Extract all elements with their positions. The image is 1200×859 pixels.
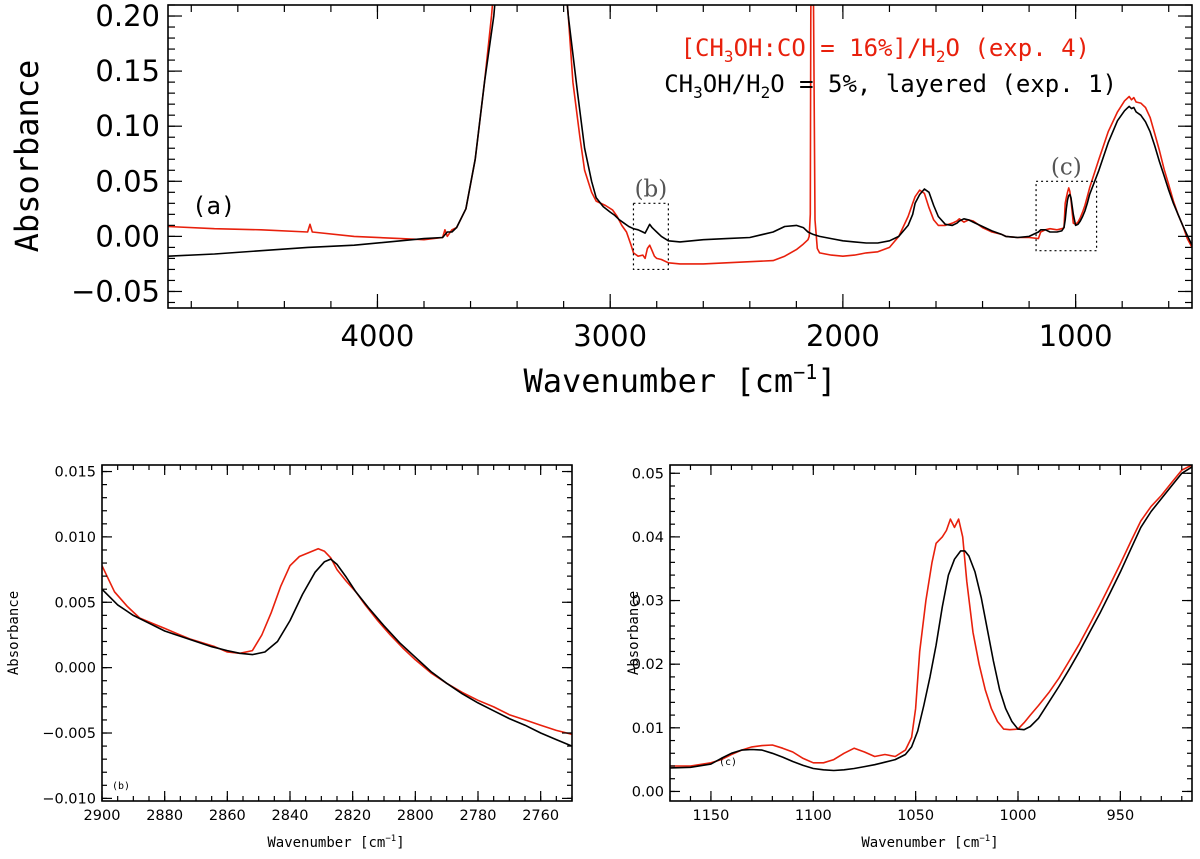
y-tick-label: 0.20 — [95, 0, 160, 33]
panel-a-xlabel: Wavenumber [cm−1] — [523, 360, 836, 400]
panel-b-series — [102, 547, 572, 747]
panel-c-xlabel: Wavenumber [cm−1] — [861, 834, 998, 851]
x-tick-label: 1050 — [897, 808, 934, 824]
y-tick-label: 0.005 — [54, 595, 96, 611]
panel-b: 2900 2880 2860 2840 2820 2800 2780 2760 −0.010 −0… — [6, 464, 573, 851]
panel-b-ylabel: Absorbance — [6, 591, 22, 675]
y-tick-label: 0.01 — [632, 721, 664, 737]
panel-a-axes: 4000 3000 2000 1000 −0.05 0.00 0.05 0.10 0.15 0.2… — [71, 0, 1192, 353]
panel-a-series — [168, 5, 1192, 265]
y-tick-label: 0.010 — [54, 530, 96, 546]
x-tick-label: 4000 — [341, 319, 415, 353]
panel-b-axes: 2900 2880 2860 2840 2820 2800 2780 2760 −0.010 −0… — [42, 465, 573, 824]
series-exp4-line — [670, 465, 1192, 767]
x-tick-label: 1000 — [1000, 808, 1037, 824]
x-tick-label: 1150 — [692, 808, 729, 824]
y-tick-label: −0.05 — [71, 274, 160, 308]
x-tick-label: 2840 — [272, 808, 309, 824]
panel-c-axes: 1150 1100 1050 1000 950 0.00 0.01 0.02 0.03 0.04 0… — [632, 465, 1192, 824]
x-tick-label: 950 — [1107, 808, 1135, 824]
x-tick-label: 1000 — [1039, 319, 1113, 353]
zoom-box-label: (b) — [635, 176, 668, 202]
panel-c: 1150 1100 1050 1000 950 0.00 0.01 0.02 0.03 0.04 0… — [626, 464, 1193, 851]
panel-a-label: (a) — [192, 192, 235, 220]
x-tick-label: 3000 — [573, 319, 647, 353]
y-tick-label: 0.000 — [54, 661, 96, 677]
x-tick-label: 2000 — [806, 319, 880, 353]
y-tick-label: 0.015 — [54, 465, 96, 481]
zoom-box — [1035, 180, 1098, 252]
series-exp4-line — [168, 5, 1192, 265]
x-tick-label: 2820 — [334, 808, 371, 824]
panel-a-frame — [167, 4, 1193, 309]
x-tick-label: 1100 — [795, 808, 832, 824]
panel-c-ylabel: Absorbance — [626, 591, 642, 675]
panel-b-label: (b) — [112, 781, 130, 792]
panel-c-series — [670, 465, 1192, 772]
y-tick-label: 0.05 — [95, 164, 160, 198]
y-tick-label: 0.05 — [632, 466, 664, 482]
x-tick-label: 2900 — [84, 808, 121, 824]
y-tick-label: −0.005 — [42, 726, 96, 742]
legend-exp1: CH3OH/H2O = 5%, layered (exp. 1) — [664, 70, 1117, 102]
y-tick-label: 0.03 — [632, 594, 664, 610]
zoom-box-label: (c) — [1051, 154, 1082, 180]
x-tick-label: 2860 — [209, 808, 246, 824]
legend-exp4: [CH3OH:CO = 16%]/H2O (exp. 4) — [681, 34, 1090, 66]
x-tick-label: 2800 — [397, 808, 434, 824]
panel-a-zoom-boxes: (b) (c) — [632, 154, 1098, 271]
series-exp1-line — [168, 5, 1192, 257]
y-tick-label: 0.10 — [95, 109, 160, 143]
panel-c-frame — [669, 464, 1193, 802]
panel-b-xlabel: Wavenumber [cm−1] — [267, 834, 404, 851]
series-exp4-line — [102, 547, 572, 736]
y-tick-label: 0.00 — [632, 784, 664, 800]
x-tick-label: 2780 — [460, 808, 497, 824]
series-exp1-line — [102, 558, 572, 747]
x-tick-label: 2760 — [522, 808, 559, 824]
panel-c-label: (c) — [719, 757, 737, 768]
y-tick-label: 0.02 — [632, 657, 664, 673]
x-tick-label: 2880 — [146, 808, 183, 824]
panel-a: (b) (c) 4000 3000 2000 1000 −0.05 0.00 0.05 0.10… — [8, 0, 1193, 400]
panel-a-ylabel: Absorbance — [8, 60, 46, 253]
y-tick-label: 0.15 — [95, 54, 160, 88]
y-tick-label: −0.010 — [42, 791, 96, 807]
y-tick-label: 0.04 — [632, 530, 664, 546]
series-exp1-line — [670, 466, 1192, 772]
y-tick-label: 0.00 — [95, 219, 160, 253]
